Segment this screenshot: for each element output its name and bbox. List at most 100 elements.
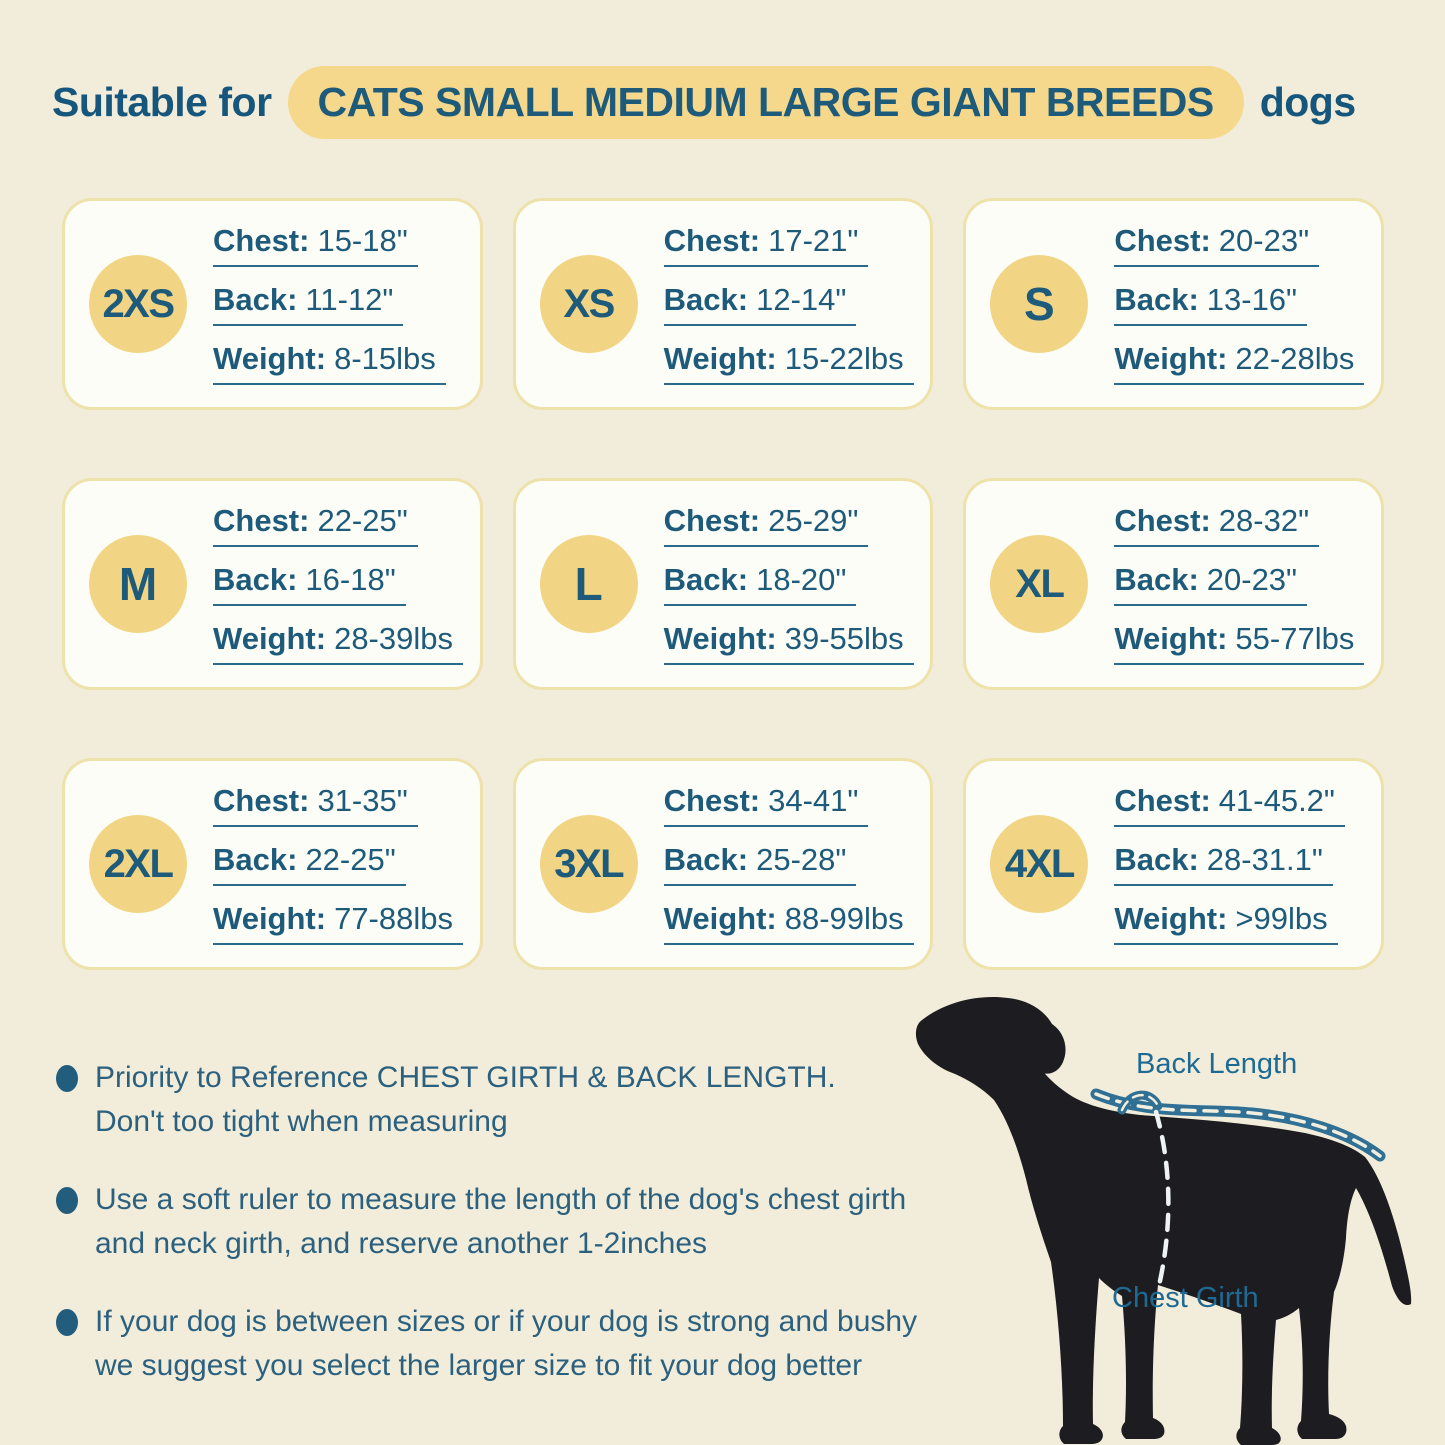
size-label: M bbox=[118, 558, 158, 610]
size-badge: L bbox=[539, 535, 638, 633]
back-value: 16-18" bbox=[305, 562, 396, 597]
chest-value: 41-45.2" bbox=[1218, 783, 1335, 818]
back-value: 18-20" bbox=[756, 562, 847, 597]
back-label: Back: bbox=[1114, 562, 1199, 597]
size-specs: Chest: 41-45.2" Back: 28-31.1" Weight: >99l… bbox=[1114, 783, 1345, 945]
back-label: Back: bbox=[663, 842, 749, 877]
chest-spec: Chest: 28-32" bbox=[1114, 503, 1320, 547]
chest-value: 28-32" bbox=[1218, 503, 1310, 538]
size-badge: 2XL bbox=[89, 815, 187, 913]
chest-spec: Chest: 31-35" bbox=[213, 783, 418, 827]
size-card: 2XS Chest: 15-18" Back: 11-12" Weight: 8-15… bbox=[62, 198, 483, 410]
chest-label: Chest: bbox=[1114, 223, 1211, 258]
chest-label: Chest: bbox=[663, 503, 761, 538]
size-cards-grid: 2XS Chest: 15-18" Back: 11-12" Weight: 8-15… bbox=[62, 198, 1384, 970]
back-value: 11-12" bbox=[305, 282, 394, 317]
weight-label: Weight: bbox=[1114, 901, 1228, 936]
weight-value: 39-55lbs bbox=[784, 621, 904, 656]
back-value: 13-16" bbox=[1206, 282, 1298, 317]
weight-spec: Weight: 28-39lbs bbox=[213, 621, 463, 665]
back-value: 28-31.1" bbox=[1206, 842, 1323, 877]
dog-measurement-diagram: Back Length Chest Girth bbox=[900, 990, 1445, 1445]
chest-value: 20-23" bbox=[1218, 223, 1310, 258]
size-label: 2XS bbox=[102, 281, 175, 326]
weight-value: 15-22lbs bbox=[784, 341, 904, 376]
size-specs: Chest: 25-29" Back: 18-20" Weight: 39-55lbs bbox=[663, 503, 914, 665]
size-card: 4XL Chest: 41-45.2" Back: 28-31.1" Weight:… bbox=[963, 758, 1384, 970]
weight-label: Weight: bbox=[213, 901, 327, 936]
title-prefix: Suitable for bbox=[52, 79, 272, 125]
weight-value: 28-39lbs bbox=[334, 621, 453, 656]
chest-spec: Chest: 15-18" bbox=[213, 223, 418, 267]
weight-value: 8-15lbs bbox=[334, 341, 436, 376]
size-label: XS bbox=[563, 281, 615, 326]
note-item: Use a soft ruler to measure the length o… bbox=[56, 1178, 966, 1267]
size-badge: 4XL bbox=[990, 815, 1089, 913]
weight-spec: Weight: 39-55lbs bbox=[663, 621, 914, 665]
chest-girth-top-dashes bbox=[1120, 1094, 1160, 1112]
size-label: 4XL bbox=[1004, 841, 1075, 886]
size-specs: Chest: 28-32" Back: 20-23" Weight: 55-77lbs bbox=[1114, 503, 1365, 665]
size-badge: 2XS bbox=[89, 255, 187, 353]
back-label: Back: bbox=[213, 562, 298, 597]
back-spec: Back: 13-16" bbox=[1114, 282, 1308, 326]
back-value: 25-28" bbox=[756, 842, 847, 877]
chest-spec: Chest: 20-23" bbox=[1114, 223, 1320, 267]
weight-label: Weight: bbox=[213, 621, 327, 656]
chest-value: 22-25" bbox=[317, 503, 408, 538]
back-label: Back: bbox=[663, 562, 749, 597]
back-label: Back: bbox=[663, 282, 749, 317]
weight-spec: Weight: 8-15lbs bbox=[213, 341, 446, 385]
chest-label: Chest: bbox=[213, 783, 310, 818]
weight-value: 88-99lbs bbox=[784, 901, 904, 936]
weight-value: >99lbs bbox=[1235, 901, 1328, 936]
back-spec: Back: 22-25" bbox=[213, 842, 406, 886]
note-text: Priority to Reference CHEST GIRTH & BACK… bbox=[95, 1061, 836, 1139]
weight-label: Weight: bbox=[663, 341, 777, 376]
size-specs: Chest: 20-23" Back: 13-16" Weight: 22-28lbs bbox=[1114, 223, 1365, 385]
chest-spec: Chest: 22-25" bbox=[213, 503, 418, 547]
weight-value: 22-28lbs bbox=[1235, 341, 1355, 376]
weight-spec: Weight: 55-77lbs bbox=[1114, 621, 1365, 665]
size-card: 2XL Chest: 31-35" Back: 22-25" Weight: 77-8… bbox=[62, 758, 483, 970]
weight-label: Weight: bbox=[1114, 341, 1228, 376]
chest-girth-label: Chest Girth bbox=[1112, 1282, 1259, 1314]
size-badge: XS bbox=[539, 255, 638, 353]
page-title: Suitable for CATS SMALL MEDIUM LARGE GIA… bbox=[52, 66, 1425, 139]
size-card: S Chest: 20-23" Back: 13-16" Weight: 22-28l… bbox=[963, 198, 1384, 410]
weight-label: Weight: bbox=[1114, 621, 1228, 656]
size-specs: Chest: 17-21" Back: 12-14" Weight: 15-22lbs bbox=[663, 223, 914, 385]
chest-spec: Chest: 34-41" bbox=[663, 783, 869, 827]
weight-spec: Weight: 77-88lbs bbox=[213, 901, 463, 945]
size-card: XS Chest: 17-21" Back: 12-14" Weight: 15-22… bbox=[512, 198, 934, 410]
weight-spec: Weight: 22-28lbs bbox=[1114, 341, 1365, 385]
size-label: XL bbox=[1015, 561, 1065, 606]
back-label: Back: bbox=[213, 282, 298, 317]
size-specs: Chest: 34-41" Back: 25-28" Weight: 88-99lbs bbox=[663, 783, 914, 945]
back-label: Back: bbox=[213, 842, 298, 877]
weight-spec: Weight: >99lbs bbox=[1114, 901, 1338, 945]
size-badge: XL bbox=[990, 535, 1089, 633]
back-spec: Back: 12-14" bbox=[663, 282, 857, 326]
chest-value: 15-18" bbox=[317, 223, 408, 258]
dog-silhouette-image bbox=[915, 996, 1412, 1445]
note-text: If your dog is between sizes or if your … bbox=[95, 1304, 918, 1382]
size-label: L bbox=[574, 558, 603, 610]
size-badge: M bbox=[89, 535, 187, 633]
size-badge: 3XL bbox=[539, 815, 638, 913]
chest-value: 31-35" bbox=[317, 783, 408, 818]
weight-value: 77-88lbs bbox=[334, 901, 453, 936]
back-label: Back: bbox=[1114, 282, 1199, 317]
chest-spec: Chest: 17-21" bbox=[663, 223, 869, 267]
back-value: 20-23" bbox=[1206, 562, 1298, 597]
note-item: If your dog is between sizes or if your … bbox=[56, 1300, 966, 1389]
measuring-notes: Priority to Reference CHEST GIRTH & BACK… bbox=[56, 1056, 966, 1421]
size-card: XL Chest: 28-32" Back: 20-23" Weight: 55-77… bbox=[963, 478, 1384, 690]
back-value: 22-25" bbox=[305, 842, 396, 877]
back-spec: Back: 11-12" bbox=[213, 282, 404, 326]
bullet-dot-icon bbox=[56, 1065, 78, 1092]
dog-body-shape bbox=[915, 996, 1412, 1445]
back-spec: Back: 16-18" bbox=[213, 562, 406, 606]
weight-spec: Weight: 15-22lbs bbox=[663, 341, 914, 385]
